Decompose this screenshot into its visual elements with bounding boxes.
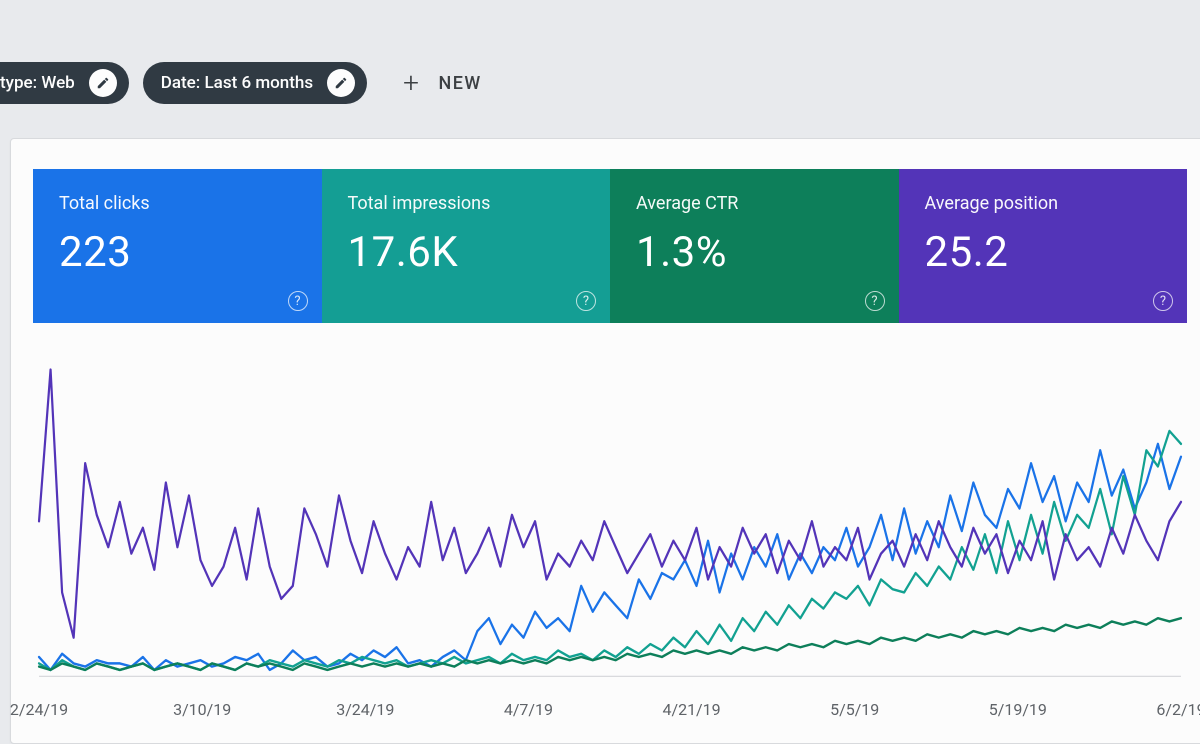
x-axis-label: 4/21/19 [662,700,720,719]
x-axis-label: 3/24/19 [336,700,394,719]
plus-icon: + [403,69,420,97]
metric-value: 25.2 [925,228,1166,277]
metric-card-impressions[interactable]: Total impressions 17.6K? [322,169,611,323]
pencil-icon [327,69,355,97]
performance-chart: 2/24/193/10/193/24/194/7/194/21/195/5/19… [33,349,1187,725]
date-range-label: Date: Last 6 months [161,73,313,93]
add-filter-button[interactable]: + NEW [403,69,482,97]
metric-label: Average position [925,193,1166,214]
metric-label: Total impressions [348,193,589,214]
pencil-icon [89,69,117,97]
help-icon[interactable]: ? [1153,291,1173,311]
series-average-ctr [39,618,1181,670]
metric-card-clicks[interactable]: Total clicks 223? [33,169,322,323]
metric-value: 223 [59,228,300,277]
performance-panel: Total clicks223?Total impressions17.6K?A… [10,138,1200,744]
metric-cards-row: Total clicks223?Total impressions17.6K?A… [33,169,1187,323]
x-axis-label: 4/7/19 [504,700,553,719]
x-axis-label: 6/2/19 [1156,700,1200,719]
filter-bar: type: Web Date: Last 6 months + NEW [0,56,1200,110]
metric-card-position[interactable]: Average position 25.2? [899,169,1188,323]
help-icon[interactable]: ? [865,291,885,311]
add-filter-label: NEW [438,73,481,94]
help-icon[interactable]: ? [576,291,596,311]
metric-value: 1.3% [636,228,877,277]
metric-label: Total clicks [59,193,300,214]
x-axis-label: 5/19/19 [989,700,1047,719]
metric-label: Average CTR [636,193,877,214]
x-axis-label: 5/5/19 [830,700,879,719]
x-axis-label: 2/24/19 [10,700,68,719]
search-type-chip[interactable]: type: Web [0,62,129,104]
search-type-label: type: Web [0,73,75,93]
help-icon[interactable]: ? [288,291,308,311]
metric-value: 17.6K [348,228,589,277]
date-range-chip[interactable]: Date: Last 6 months [143,62,367,104]
metric-card-ctr[interactable]: Average CTR 1.3%? [610,169,899,323]
x-axis-label: 3/10/19 [173,700,231,719]
series-total-clicks [39,444,1181,670]
